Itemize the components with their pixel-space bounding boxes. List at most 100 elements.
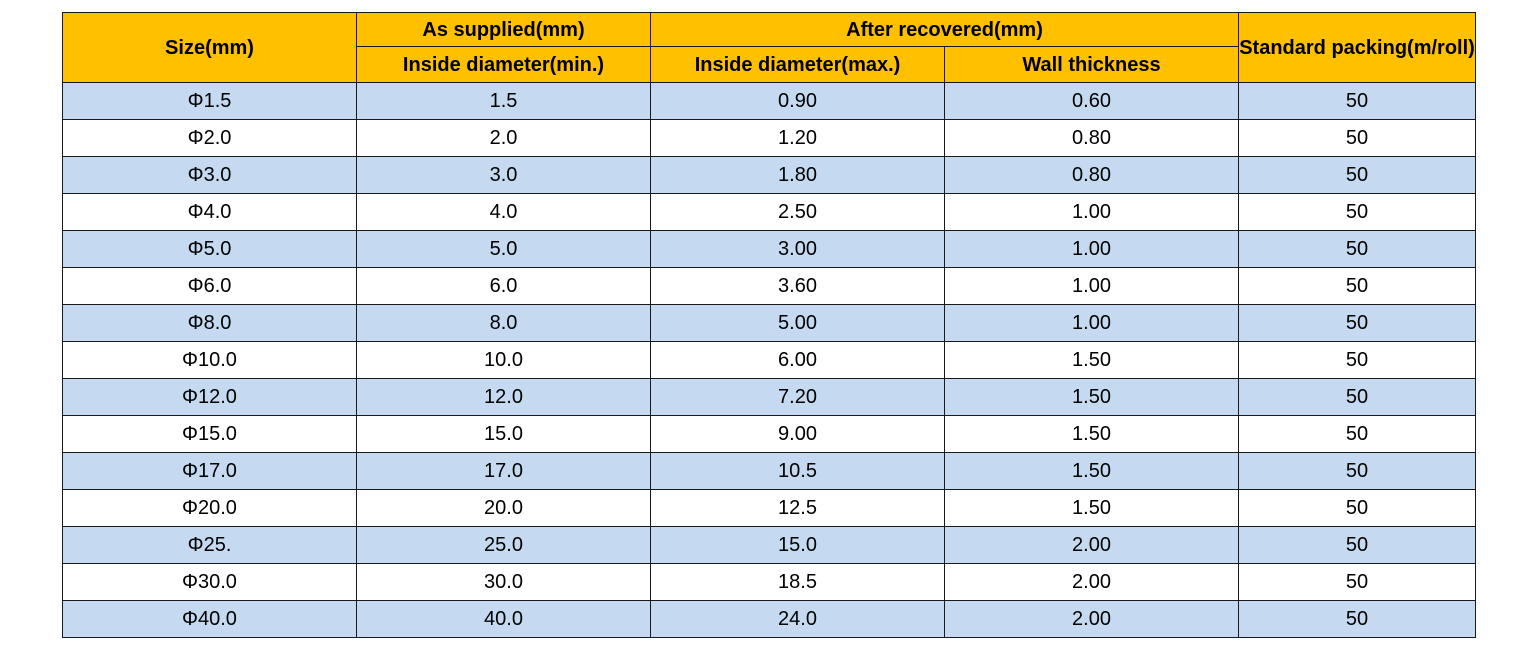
cell-wall-thickness: 2.00 [943,600,1240,638]
header-after-recovered: After recovered(mm) [649,12,1240,47]
cell-size: Φ5.0 [62,230,357,268]
cell-inside-diameter-min: 2.0 [356,119,651,157]
table-row: Φ6.0 6.0 3.60 1.00 50 [62,267,1477,305]
cell-wall-thickness: 0.60 [943,82,1240,120]
cell-size: Φ8.0 [62,304,357,342]
header-standard-packing: Standard packing(m/roll) [1238,12,1477,83]
cell-standard-packing: 50 [1238,304,1477,342]
table-row: Φ12.0 12.0 7.20 1.50 50 [62,378,1477,416]
cell-standard-packing: 50 [1238,415,1477,453]
cell-size: Φ12.0 [62,378,357,416]
cell-inside-diameter-max: 3.60 [650,267,945,305]
cell-wall-thickness: 1.50 [943,489,1240,527]
header-inside-diameter-max: Inside diameter(max.) [650,46,945,83]
cell-size: Φ25. [62,526,357,564]
table-row: Φ30.0 30.0 18.5 2.00 50 [62,563,1477,601]
cell-standard-packing: 50 [1238,341,1477,379]
cell-standard-packing: 50 [1238,156,1477,194]
cell-standard-packing: 50 [1238,600,1477,638]
cell-inside-diameter-min: 12.0 [356,378,651,416]
table-row: Φ3.0 3.0 1.80 0.80 50 [62,156,1477,194]
cell-inside-diameter-max: 0.90 [650,82,945,120]
cell-wall-thickness: 1.00 [943,230,1240,268]
cell-inside-diameter-min: 30.0 [356,563,651,601]
cell-standard-packing: 50 [1238,82,1477,120]
cell-inside-diameter-min: 10.0 [356,341,651,379]
cell-standard-packing: 50 [1238,526,1477,564]
header-inside-diameter-min: Inside diameter(min.) [356,46,651,83]
cell-wall-thickness: 2.00 [943,526,1240,564]
cell-wall-thickness: 0.80 [943,156,1240,194]
cell-wall-thickness: 2.00 [943,563,1240,601]
cell-inside-diameter-min: 40.0 [356,600,651,638]
cell-size: Φ15.0 [62,415,357,453]
cell-inside-diameter-min: 6.0 [356,267,651,305]
table-row: Φ20.0 20.0 12.5 1.50 50 [62,489,1477,527]
cell-size: Φ1.5 [62,82,357,120]
cell-inside-diameter-max: 6.00 [650,341,945,379]
header-wall-thickness: Wall thickness [943,46,1240,83]
cell-inside-diameter-min: 4.0 [356,193,651,231]
cell-wall-thickness: 1.50 [943,452,1240,490]
header-as-supplied: As supplied(mm) [356,12,651,47]
cell-wall-thickness: 1.00 [943,304,1240,342]
spec-table: Size(mm) As supplied(mm) After recovered… [62,12,1477,638]
table-row: Φ1.5 1.5 0.90 0.60 50 [62,82,1477,120]
cell-size: Φ6.0 [62,267,357,305]
cell-inside-diameter-max: 7.20 [650,378,945,416]
cell-inside-diameter-min: 17.0 [356,452,651,490]
cell-inside-diameter-max: 15.0 [650,526,945,564]
header-row-top: Size(mm) As supplied(mm) After recovered… [62,12,1477,83]
cell-size: Φ3.0 [62,156,357,194]
table-body: Φ1.5 1.5 0.90 0.60 50 Φ2.0 2.0 1.20 0.80 50 Φ3.0 3.… [62,82,1477,638]
cell-wall-thickness: 1.50 [943,378,1240,416]
cell-size: Φ17.0 [62,452,357,490]
cell-inside-diameter-max: 2.50 [650,193,945,231]
cell-standard-packing: 50 [1238,378,1477,416]
cell-inside-diameter-min: 1.5 [356,82,651,120]
cell-size: Φ2.0 [62,119,357,157]
table-row: Φ25. 25.0 15.0 2.00 50 [62,526,1477,564]
cell-standard-packing: 50 [1238,563,1477,601]
cell-size: Φ20.0 [62,489,357,527]
cell-wall-thickness: 1.50 [943,415,1240,453]
table-row: Φ2.0 2.0 1.20 0.80 50 [62,119,1477,157]
cell-inside-diameter-min: 3.0 [356,156,651,194]
header-size: Size(mm) [62,12,357,83]
cell-wall-thickness: 1.00 [943,267,1240,305]
table-row: Φ8.0 8.0 5.00 1.00 50 [62,304,1477,342]
cell-inside-diameter-min: 20.0 [356,489,651,527]
cell-standard-packing: 50 [1238,193,1477,231]
table-row: Φ17.0 17.0 10.5 1.50 50 [62,452,1477,490]
table-row: Φ5.0 5.0 3.00 1.00 50 [62,230,1477,268]
cell-inside-diameter-max: 5.00 [650,304,945,342]
cell-inside-diameter-min: 5.0 [356,230,651,268]
header-row-sub: Inside diameter(min.) Inside diameter(ma… [63,46,1476,83]
cell-inside-diameter-max: 1.80 [650,156,945,194]
cell-inside-diameter-min: 8.0 [356,304,651,342]
cell-inside-diameter-min: 25.0 [356,526,651,564]
cell-standard-packing: 50 [1238,119,1477,157]
cell-standard-packing: 50 [1238,489,1477,527]
cell-wall-thickness: 1.50 [943,341,1240,379]
cell-inside-diameter-max: 9.00 [650,415,945,453]
cell-size: Φ30.0 [62,563,357,601]
cell-standard-packing: 50 [1238,452,1477,490]
cell-standard-packing: 50 [1238,267,1477,305]
cell-standard-packing: 50 [1238,230,1477,268]
table-header: Size(mm) As supplied(mm) After recovered… [62,12,1477,83]
cell-inside-diameter-max: 1.20 [650,119,945,157]
table-row: Φ15.0 15.0 9.00 1.50 50 [62,415,1477,453]
cell-size: Φ10.0 [62,341,357,379]
cell-inside-diameter-max: 10.5 [650,452,945,490]
table-row: Φ4.0 4.0 2.50 1.00 50 [62,193,1477,231]
cell-size: Φ4.0 [62,193,357,231]
cell-size: Φ40.0 [62,600,357,638]
table-row: Φ40.0 40.0 24.0 2.00 50 [62,600,1477,638]
cell-inside-diameter-max: 3.00 [650,230,945,268]
cell-wall-thickness: 0.80 [943,119,1240,157]
cell-inside-diameter-max: 12.5 [650,489,945,527]
cell-wall-thickness: 1.00 [943,193,1240,231]
cell-inside-diameter-min: 15.0 [356,415,651,453]
cell-inside-diameter-max: 18.5 [650,563,945,601]
